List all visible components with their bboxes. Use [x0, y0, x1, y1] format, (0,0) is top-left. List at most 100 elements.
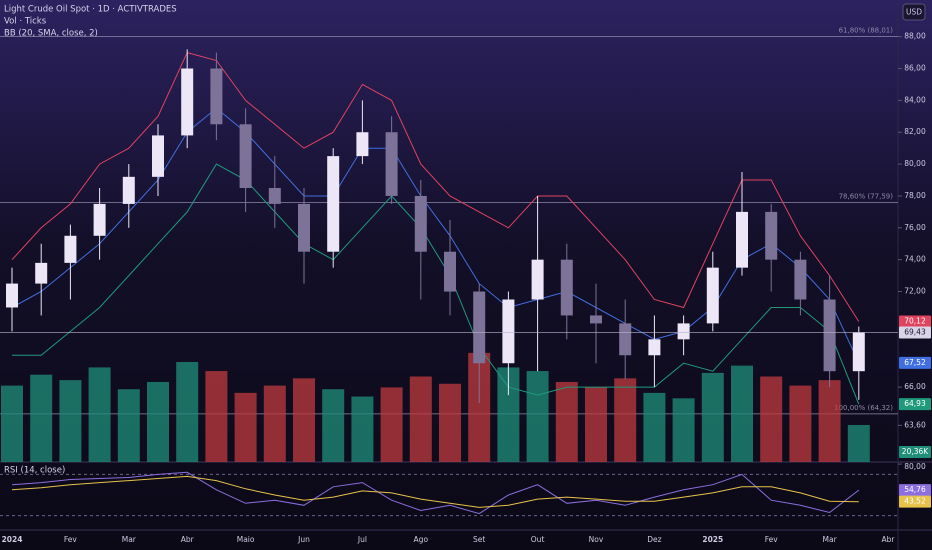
close-tag-bg: [899, 326, 931, 339]
y-tick-label: 86,00: [904, 64, 926, 73]
x-tick-label: Ago: [414, 535, 429, 544]
candle-body: [823, 299, 836, 372]
candle-body: [268, 187, 281, 204]
x-tick-label: Dez: [647, 535, 661, 544]
bb-legend: BB (20, SMA, close, 2): [4, 29, 98, 39]
candle-body: [181, 68, 194, 136]
y-tick-label: 66,00: [904, 382, 926, 391]
candle-body: [356, 132, 369, 157]
y-tick-label: 84,00: [904, 95, 926, 104]
candle-body: [93, 203, 106, 236]
volume-bar: [409, 376, 432, 462]
currency[interactable]: USD: [906, 8, 922, 17]
candle-body: [35, 262, 48, 284]
volume-bar: [789, 385, 812, 462]
candle-body: [590, 315, 602, 324]
candle-body: [765, 211, 778, 260]
volume-bar: [1, 385, 23, 462]
y-tick-label: 74,00: [904, 255, 926, 264]
x-tick-label: Maio: [237, 535, 255, 544]
candle-body: [677, 323, 690, 340]
candle-body: [385, 132, 398, 196]
y-tick-label: 76,00: [904, 223, 926, 232]
candle-body: [619, 323, 632, 356]
rsi-line-label-bg: [899, 484, 931, 497]
bb-middle-label: 67,52: [904, 358, 926, 367]
volume-bar: [59, 380, 82, 462]
volume-label-bg: [899, 446, 931, 458]
fib-label: 61,80% (88,01): [839, 26, 894, 34]
x-tick-label: Mar: [122, 535, 137, 544]
rsi-tick-label: 80,00: [904, 462, 926, 471]
volume-bar: [293, 378, 315, 462]
currency-button[interactable]: [902, 3, 926, 21]
candle-body: [210, 68, 223, 125]
rsi-ma-label-bg: [899, 495, 931, 508]
candle-body: [736, 211, 748, 268]
candle-body: [502, 299, 515, 364]
rsi-ma-label: 43,52: [904, 497, 926, 506]
volume-bar: [88, 367, 111, 462]
volume-bar: [147, 381, 169, 462]
volume-bar: [468, 352, 491, 462]
bb-upper: [11, 52, 860, 322]
x-tick-label: Mar: [823, 535, 838, 544]
candle-body: [706, 267, 719, 324]
x-tick-label: Abr: [882, 535, 896, 544]
fib-label: 78,60% (77,59): [839, 192, 894, 200]
candle-body: [298, 203, 310, 252]
candle-body: [560, 259, 573, 316]
candle-body: [648, 339, 661, 356]
candle-body: [6, 283, 18, 308]
x-tick-label: 2024: [2, 535, 23, 544]
candle-body: [327, 156, 340, 252]
volume-bar: [526, 371, 549, 462]
rsi-ma: [11, 475, 859, 508]
y-tick-label: 88,00: [904, 32, 926, 41]
volume-bar: [263, 385, 286, 462]
volume-bar: [234, 392, 257, 462]
volume-legend: Vol · Ticks: [4, 17, 47, 27]
x-tick-label: Fev: [64, 535, 78, 544]
x-tick-label: Abr: [181, 535, 195, 544]
x-tick-label: Nov: [589, 535, 604, 544]
close-label: 69,43: [904, 327, 926, 336]
candle-body: [473, 291, 486, 364]
volume-bar: [30, 374, 53, 462]
y-tick-label: 82,00: [904, 127, 926, 136]
y-tick-label: 63,60: [904, 420, 926, 429]
volume-label: 20,36K: [902, 447, 929, 456]
x-tick-label: Set: [473, 535, 485, 544]
y-tick-label: 72,00: [904, 287, 926, 296]
bb-lower-label: 64,93: [904, 399, 926, 408]
volume-bar: [847, 424, 870, 462]
volume-bar: [351, 396, 374, 462]
volume-bar: [497, 367, 520, 462]
bb-middle-label-bg: [899, 356, 931, 369]
volume-bar: [117, 389, 140, 462]
bb-upper-label-bg: [899, 315, 931, 328]
candle-body: [152, 135, 164, 177]
volume-bar: [760, 376, 783, 462]
volume-bar: [585, 387, 607, 462]
x-tick-label: Jun: [297, 535, 310, 544]
candle-body: [531, 259, 544, 300]
chart-title: Light Crude Oil Spot · 1D · ACTIVTRADES: [4, 5, 177, 15]
x-tick-label: Jul: [357, 535, 367, 544]
candle-body: [414, 195, 427, 252]
candle-body: [794, 259, 807, 300]
volume-bar: [731, 365, 753, 462]
volume-bar: [672, 398, 695, 462]
volume-bar: [205, 371, 228, 462]
volume-bar: [818, 380, 841, 462]
volume-bar: [701, 372, 724, 462]
volume-bar: [176, 361, 199, 462]
plot: 88,00 86,00 84,00 82,00 80,00 78,00 76,00 74,00…: [0, 26, 931, 544]
candle-body: [122, 176, 135, 204]
candle-body: [444, 251, 456, 292]
rsi-legend: RSI (14, close): [4, 466, 65, 476]
x-tick-label: Out: [531, 535, 545, 544]
y-tick-label: 78,00: [904, 191, 926, 200]
